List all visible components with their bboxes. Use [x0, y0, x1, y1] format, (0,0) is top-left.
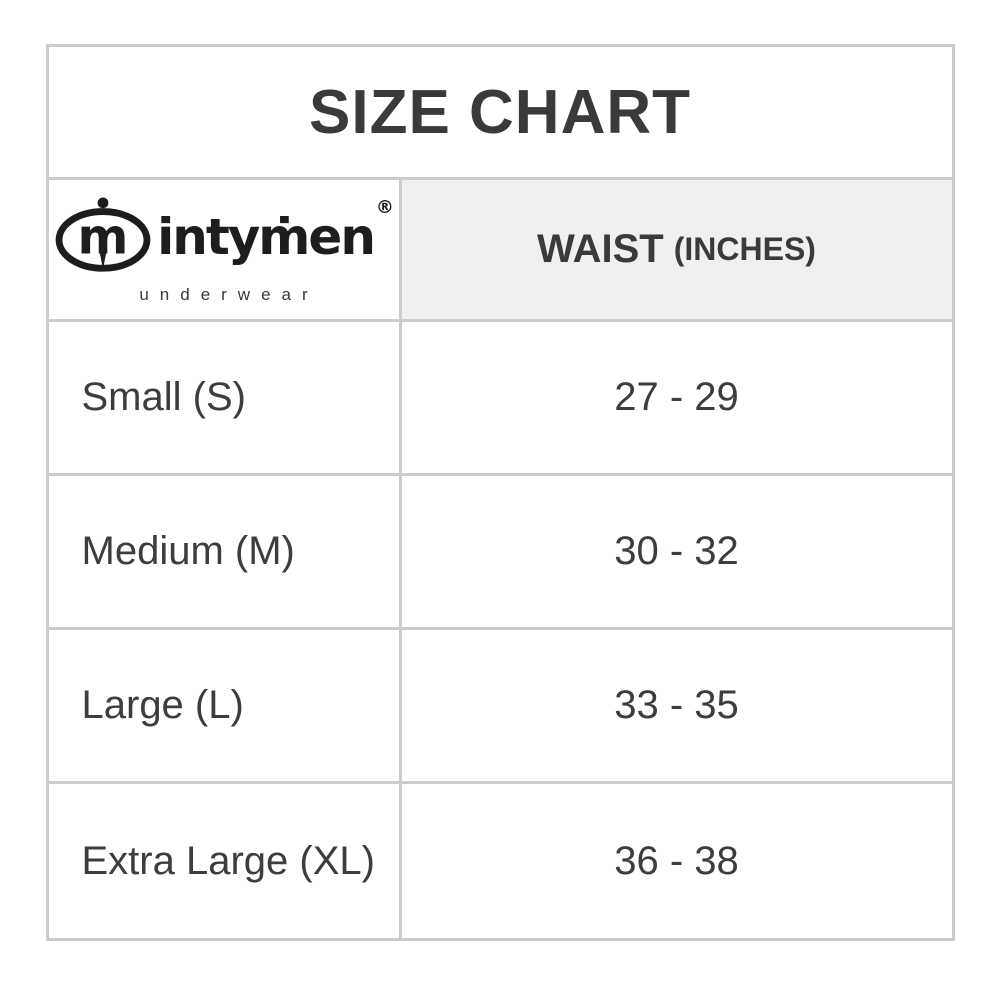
size-cell: Small (S) — [49, 322, 402, 473]
table-row-small: Small (S) 27 - 29 — [48, 322, 952, 476]
size-cell: Extra Large (XL) — [49, 784, 402, 938]
waist-cell: 33 - 35 — [402, 630, 952, 781]
waist-cell: 30 - 32 — [402, 476, 952, 627]
size-label: Medium (M) — [81, 529, 295, 573]
brand-logo-top: m intyṁen ® — [53, 195, 394, 279]
size-label: Extra Large (XL) — [81, 838, 375, 883]
table-row-large: Large (L) 33 - 35 — [48, 630, 952, 784]
waist-cell: 36 - 38 — [402, 784, 952, 938]
title-row: SIZE CHART — [48, 47, 952, 180]
size-label: Large (L) — [81, 683, 244, 727]
size-cell: Medium (M) — [49, 476, 402, 627]
waist-cell: 27 - 29 — [402, 322, 952, 473]
brand-cell: m intyṁen ® underwear — [49, 180, 402, 319]
registered-trademark-icon: ® — [375, 196, 394, 218]
waist-value: 36 - 38 — [614, 838, 739, 883]
brand-tagline: underwear — [139, 284, 319, 304]
intymen-oval-m-icon: m — [55, 196, 151, 272]
waist-header-cell: WAIST (INCHES) — [401, 180, 952, 319]
table-row-medium: Medium (M) 30 - 32 — [48, 476, 952, 630]
brand-wordmark: intyṁen — [157, 207, 376, 266]
waist-header-label: WAIST — [537, 227, 664, 271]
waist-header-unit: (INCHES) — [673, 231, 816, 267]
page-title: SIZE CHART — [309, 77, 691, 147]
waist-value: 33 - 35 — [614, 683, 739, 727]
size-cell: Large (L) — [49, 630, 402, 781]
table-row-extra-large: Extra Large (XL) 36 - 38 — [49, 784, 952, 938]
header-row: m intyṁen ® underwear WAIST (INCHES) — [48, 180, 952, 322]
size-label: Small (S) — [81, 375, 246, 419]
brand-logo: m intyṁen ® underwear — [53, 195, 394, 305]
waist-value: 27 - 29 — [614, 375, 739, 419]
size-chart-table: SIZE CHART m intyṁen ® underwear WAIST — [45, 44, 955, 941]
waist-value: 30 - 32 — [614, 529, 739, 573]
